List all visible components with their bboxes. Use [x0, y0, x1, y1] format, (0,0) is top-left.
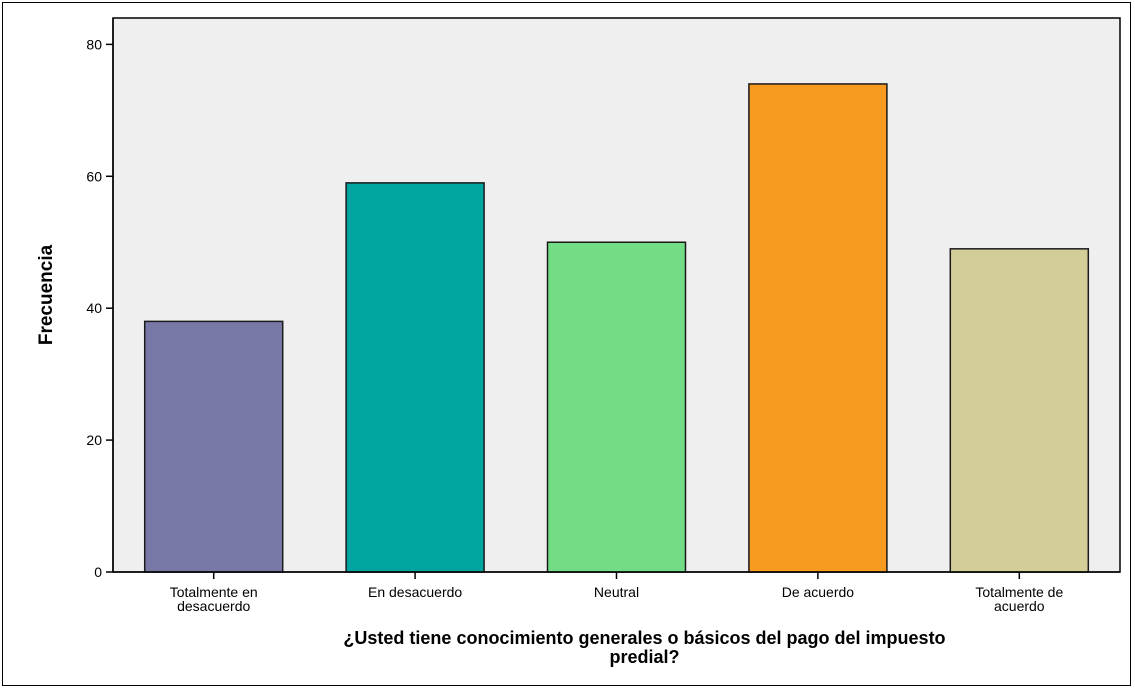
y-axis-title: Frecuencia	[36, 244, 57, 345]
x-tick-label: De acuerdo	[782, 584, 855, 600]
bar	[748, 83, 888, 573]
y-tick-label: 20	[86, 432, 102, 448]
x-tick-label: Totalmente de acuerdo	[975, 584, 1063, 614]
x-axis-title: ¿Usted tiene conocimiento generales o bá…	[343, 628, 945, 667]
bar	[345, 182, 485, 573]
y-tick-label: 0	[94, 564, 102, 580]
x-axis: Totalmente en desacuerdo En desacuerdo Neut…	[113, 571, 1120, 614]
x-tick-label: En desacuerdo	[368, 584, 462, 600]
x-axis-title-text: ¿Usted tiene conocimiento generales o bá…	[343, 628, 945, 667]
bars	[143, 83, 1090, 573]
bar	[949, 248, 1090, 573]
y-axis: 0 20 40 60 80	[86, 18, 114, 580]
bar	[546, 241, 687, 573]
y-tick-label: 80	[86, 36, 102, 52]
x-tick-label: Totalmente en desacuerdo	[170, 584, 258, 614]
x-tick-label: Neutral	[594, 584, 639, 600]
bar	[143, 320, 284, 573]
y-tick-label: 60	[86, 168, 102, 184]
y-tick-label: 40	[86, 300, 102, 316]
